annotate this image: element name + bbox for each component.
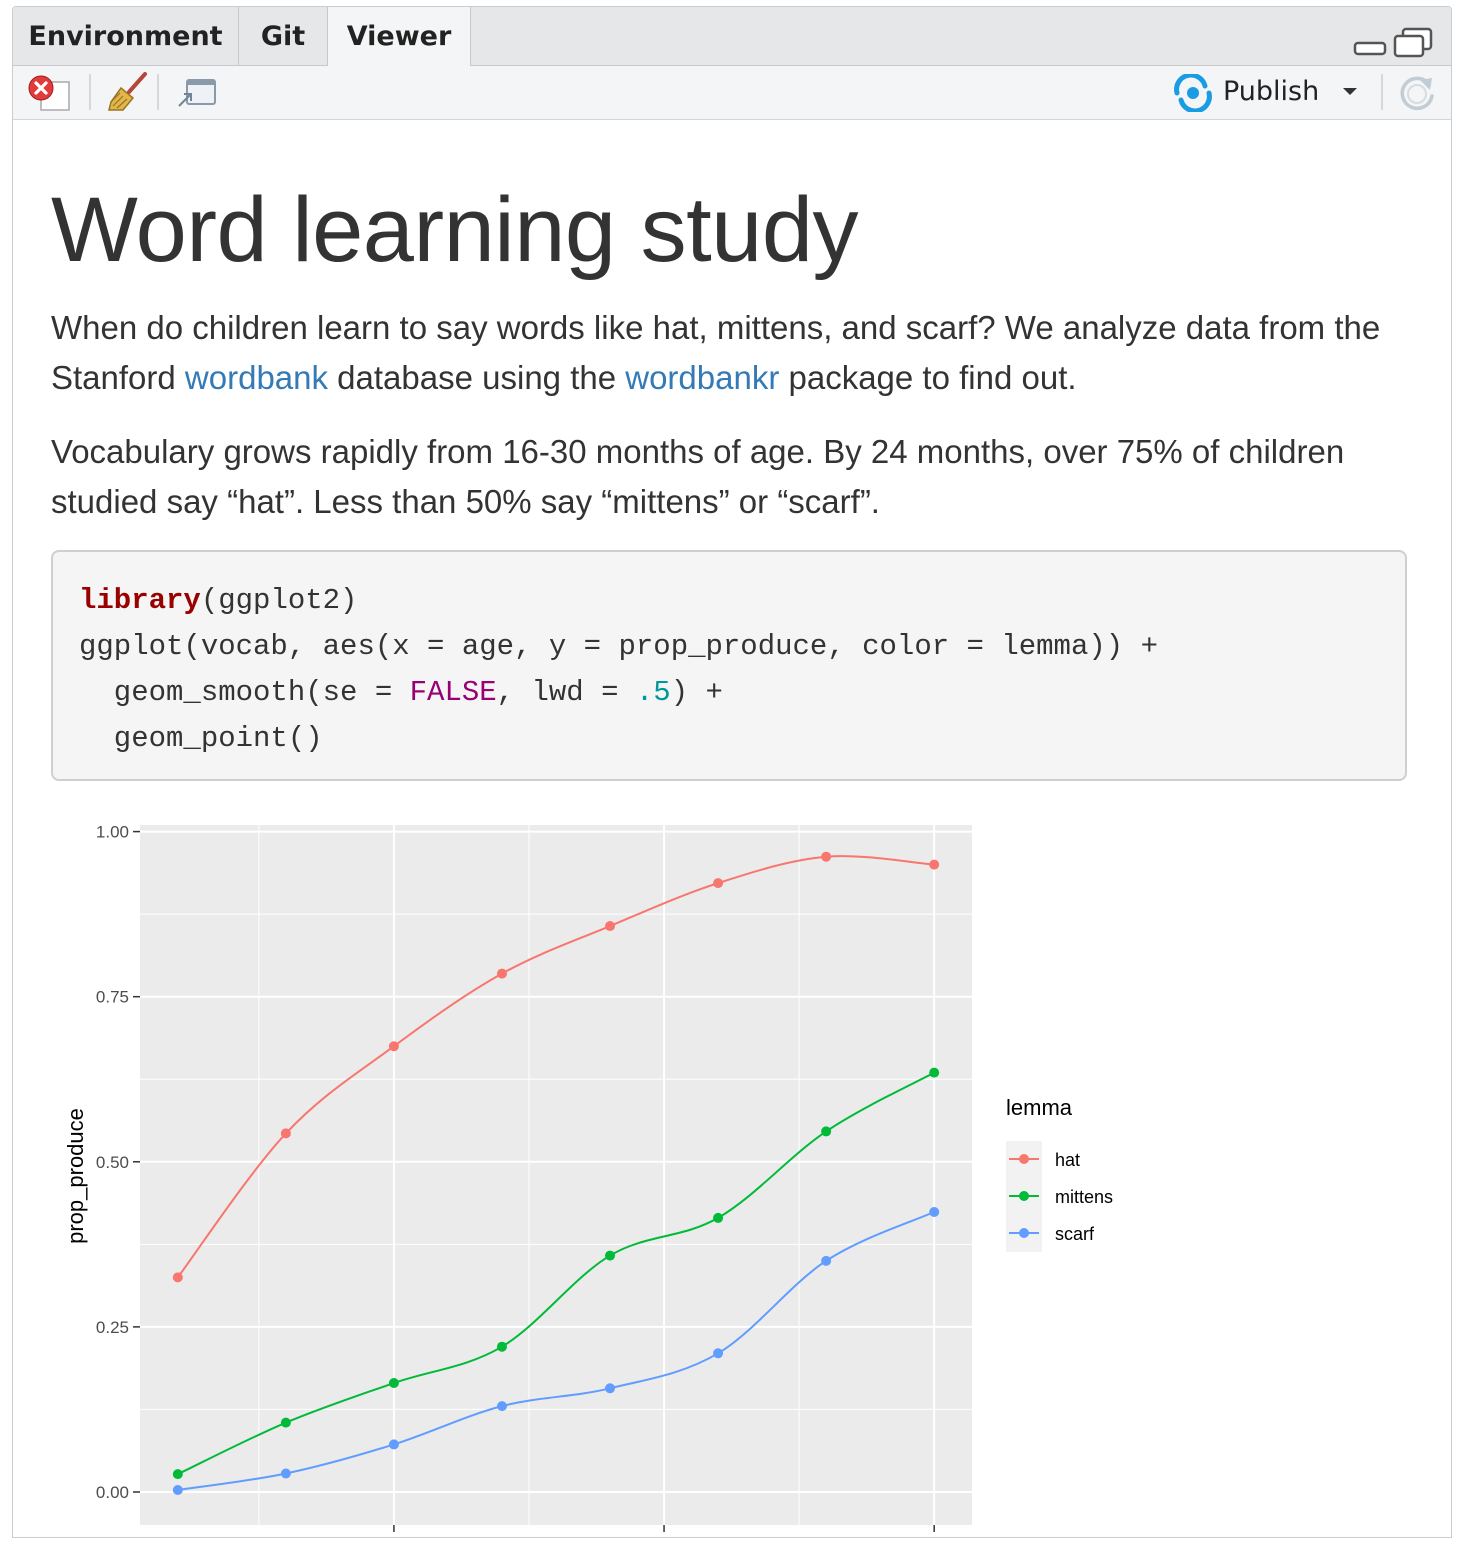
- viewer-toolbar: Publish: [13, 66, 1451, 120]
- legend-point-mittens: [1019, 1191, 1029, 1201]
- minimize-icon[interactable]: [1353, 41, 1387, 56]
- point-scarf: [605, 1383, 616, 1394]
- code-text: (ggplot2): [200, 584, 358, 617]
- y-tick-label: 1.00: [96, 823, 129, 842]
- show-in-window-button[interactable]: [173, 74, 219, 117]
- code-line: geom_smooth(se = FALSE, lwd = .5) +: [79, 670, 1405, 716]
- tab-bar: Environment Git Viewer: [13, 7, 1451, 66]
- legend-point-hat: [1019, 1154, 1029, 1164]
- point-scarf: [713, 1348, 724, 1359]
- point-mittens: [821, 1126, 832, 1137]
- point-mittens: [496, 1341, 507, 1352]
- wordbankr-link[interactable]: wordbankr: [625, 359, 780, 396]
- code-keyword: library: [79, 584, 201, 617]
- point-hat: [605, 921, 616, 932]
- window-controls: [1351, 25, 1441, 61]
- publish-label[interactable]: Publish: [1223, 76, 1320, 107]
- point-hat: [172, 1272, 183, 1283]
- y-tick-label: 0.75: [96, 988, 129, 1007]
- point-scarf: [388, 1439, 399, 1450]
- y-tick-label: 0.00: [96, 1483, 129, 1502]
- code-number: .5: [635, 676, 671, 709]
- point-hat: [713, 878, 724, 889]
- data-points: [172, 851, 940, 1495]
- summary-paragraph: Vocabulary grows rapidly from 16-30 mont…: [51, 433, 1345, 520]
- intro-text-3: package to find out.: [779, 359, 1077, 396]
- publish-icon: [1174, 72, 1212, 114]
- minor-gridlines: [140, 825, 972, 1525]
- code-line: geom_point(): [79, 722, 323, 755]
- point-hat: [496, 968, 507, 979]
- code-text: ) +: [670, 676, 723, 709]
- refresh-icon: [1400, 76, 1434, 111]
- point-mittens: [929, 1067, 940, 1078]
- point-scarf: [280, 1468, 291, 1479]
- point-scarf: [496, 1401, 507, 1412]
- publish-button[interactable]: [1171, 72, 1215, 117]
- y-axis-label: prop_produce: [63, 1108, 88, 1244]
- legend-label-hat: hat: [1055, 1150, 1080, 1170]
- popout-icon: [178, 79, 216, 107]
- plot-panel: [140, 825, 972, 1525]
- point-scarf: [821, 1255, 832, 1266]
- legend-title: lemma: [1006, 1095, 1073, 1120]
- legend: lemma hat mittens scarf: [1006, 1095, 1113, 1252]
- point-mittens: [388, 1378, 399, 1389]
- point-hat: [929, 859, 940, 870]
- page-title: Word learning study: [51, 179, 859, 281]
- remove-icon: [28, 75, 70, 111]
- point-scarf: [172, 1485, 183, 1495]
- y-tick-label: 0.50: [96, 1153, 129, 1172]
- tab-viewer[interactable]: Viewer: [327, 7, 471, 66]
- refresh-button[interactable]: [1395, 72, 1439, 119]
- point-hat: [821, 851, 832, 862]
- point-hat: [280, 1128, 291, 1139]
- broom-icon: [108, 72, 147, 111]
- y-axis: 0.00 0.25 0.50 0.75 1.00: [96, 823, 140, 1502]
- wordbank-link[interactable]: wordbank: [184, 359, 329, 396]
- smooth-line-scarf: [177, 1211, 935, 1491]
- code-line: library(ggplot2): [79, 578, 1405, 624]
- point-scarf: [929, 1206, 940, 1217]
- x-axis: [393, 1525, 935, 1532]
- clear-all-button[interactable]: [105, 70, 153, 119]
- point-mittens: [172, 1469, 183, 1480]
- caret-down-icon: [1343, 88, 1357, 95]
- smooth-line-mittens: [177, 1071, 935, 1476]
- vocab-chart: 0.00 0.25 0.50 0.75 1.00 prop_produce lemma …: [63, 823, 1113, 1532]
- point-hat: [388, 1041, 399, 1052]
- maximize-icon[interactable]: [1393, 27, 1433, 58]
- publish-dropdown[interactable]: [1341, 82, 1359, 107]
- viewer-pane: Environment Git Viewer: [12, 6, 1452, 1538]
- code-block: library(ggplot2) ggplot(vocab, aes(x = a…: [51, 550, 1407, 781]
- legend-label-mittens: mittens: [1055, 1187, 1113, 1207]
- code-line: ggplot(vocab, aes(x = age, y = prop_prod…: [79, 630, 1158, 663]
- tab-git[interactable]: Git: [239, 7, 328, 65]
- code-text: geom_smooth(se =: [79, 676, 410, 709]
- legend-label-scarf: scarf: [1055, 1224, 1095, 1244]
- legend-point-scarf: [1019, 1228, 1029, 1238]
- viewer-content: Word learning study When do children lea…: [13, 120, 1451, 1537]
- intro-paragraph: When do children learn to say words like…: [51, 303, 1421, 403]
- major-gridlines: [140, 825, 972, 1525]
- point-mittens: [280, 1417, 291, 1428]
- intro-text-1: When do children learn to say words like…: [51, 309, 1381, 396]
- point-mittens: [605, 1250, 616, 1261]
- point-mittens: [713, 1212, 724, 1223]
- clear-viewer-button[interactable]: [27, 74, 73, 117]
- tab-environment[interactable]: Environment: [13, 7, 239, 65]
- code-text: , lwd =: [496, 676, 636, 709]
- intro-text-2: database using the: [328, 359, 626, 396]
- code-constant: FALSE: [409, 676, 497, 709]
- y-tick-label: 0.25: [96, 1318, 129, 1337]
